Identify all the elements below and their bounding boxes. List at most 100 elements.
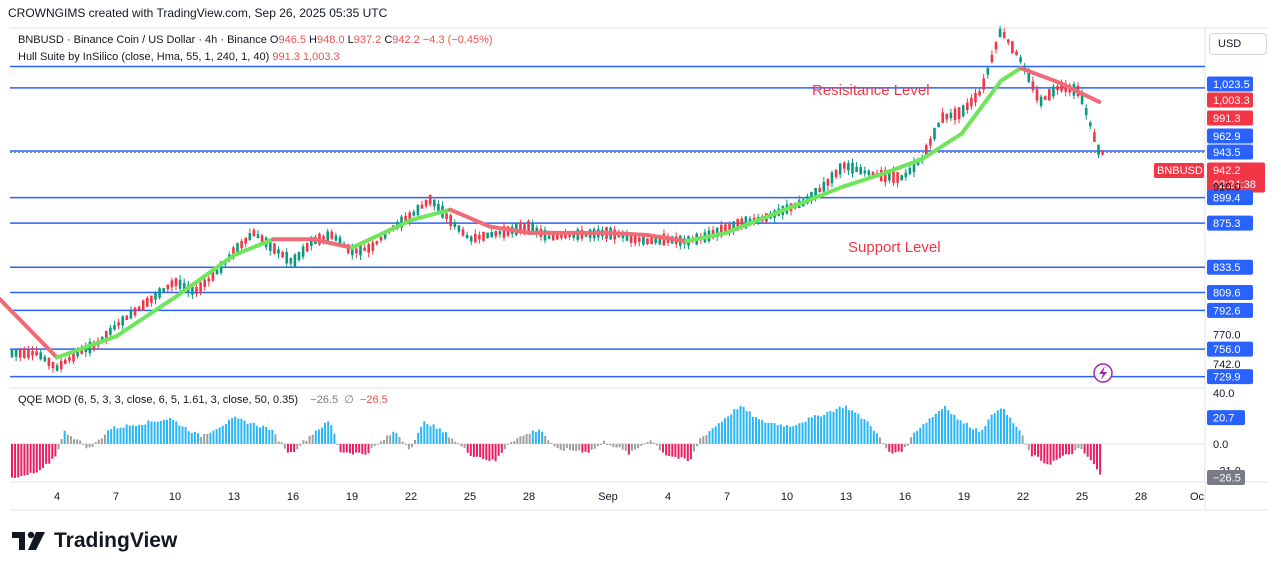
candle-body	[937, 122, 940, 128]
qqe-bar	[624, 443, 627, 451]
price-tag[interactable]: 962.9	[1207, 128, 1253, 144]
qqe-bar	[1055, 443, 1058, 460]
qqe-bar	[823, 414, 826, 444]
hull-segment	[1058, 80, 1102, 104]
qqe-bar	[221, 425, 224, 444]
qqe-bar	[705, 434, 708, 444]
qqe-bar	[603, 440, 606, 444]
qqe-bar	[981, 429, 984, 444]
qqe-bar	[231, 418, 234, 444]
price-tag[interactable]: 792.6	[1207, 302, 1253, 318]
hull-segment	[920, 131, 964, 161]
qqe-bar	[866, 421, 869, 444]
candle-body	[412, 211, 416, 216]
candle-body	[560, 233, 563, 238]
candle-body	[162, 288, 165, 292]
qqe-bar	[1043, 443, 1046, 464]
price-tag-label: 1,023.5	[1213, 79, 1250, 91]
candle-body	[654, 237, 657, 243]
qqe-bar	[469, 443, 472, 456]
price-axis-tick: 910.0	[1213, 181, 1241, 193]
price-tag[interactable]: 833.5	[1207, 259, 1253, 275]
qqe-legend[interactable]: QQE MOD (6, 5, 3, 3, close, 6, 5, 1.61, …	[18, 393, 388, 406]
price-tag[interactable]: 1,003.3	[1207, 92, 1253, 108]
price-tag[interactable]: 875.3	[1207, 215, 1253, 231]
qqe-bar	[255, 426, 258, 444]
candle-body	[629, 233, 633, 243]
qqe-bar	[376, 443, 379, 445]
candle-body	[1027, 72, 1031, 82]
price-tag[interactable]: 756.0	[1207, 341, 1253, 357]
qqe-tag[interactable]: 20.7	[1207, 410, 1245, 426]
candle-body	[437, 203, 440, 211]
candle-body	[633, 234, 637, 244]
candle-body	[744, 216, 748, 228]
price-tag-box	[1207, 341, 1253, 357]
tradingview-logo[interactable]: TradingView	[12, 529, 177, 553]
price-tag[interactable]: 729.9	[1207, 369, 1253, 385]
price-tag[interactable]: 1,023.5	[1207, 76, 1253, 92]
qqe-bar	[720, 421, 723, 444]
price-tag[interactable]: 809.6	[1207, 284, 1253, 300]
candle-body	[527, 220, 530, 233]
candle-body	[23, 348, 26, 358]
candle-body	[908, 167, 912, 175]
candle-body	[100, 336, 104, 342]
qqe-bar	[373, 443, 376, 446]
price-tag-box	[1207, 76, 1253, 92]
qqe-bar	[417, 432, 420, 444]
qqe-bar	[1099, 443, 1102, 475]
qqe-bar	[990, 414, 993, 444]
qqe-bar	[42, 443, 44, 468]
symbol-tag[interactable]: BNBUSD	[1154, 163, 1204, 178]
candle-body	[105, 331, 108, 340]
qqe-bar	[336, 443, 339, 445]
qqe-bar	[38, 443, 41, 471]
qqe-bar	[922, 424, 925, 444]
currency-button[interactable]: USD	[1209, 33, 1267, 55]
price-axis-tick: 742.0	[1213, 359, 1241, 371]
hull-value-1: 991.3	[272, 51, 300, 63]
qqe-bar	[934, 413, 937, 444]
qqe-bar	[379, 441, 382, 444]
candle-body	[80, 348, 83, 354]
qqe-bar	[32, 443, 35, 474]
hull-legend[interactable]: Hull Suite by InSilico (close, Hma, 55, …	[18, 51, 340, 63]
qqe-bar	[627, 443, 630, 455]
time-axis-tick: 22	[1017, 491, 1029, 503]
qqe-bar	[711, 428, 714, 444]
price-tag[interactable]: 942.2 02:24:38	[1207, 162, 1265, 193]
qqe-bar	[841, 408, 844, 444]
candle-body	[851, 162, 854, 174]
hull-segment	[0, 296, 59, 360]
qqe-bar	[795, 425, 798, 444]
candle-body	[543, 229, 547, 241]
qqe-bar	[193, 431, 196, 444]
hull-segment	[1018, 66, 1063, 85]
qqe-bar	[23, 443, 26, 476]
time-axis-tick: Sep	[598, 491, 618, 503]
low-label: L	[347, 34, 354, 46]
candle-body	[236, 243, 239, 255]
price-tag[interactable]: 899.4	[1207, 190, 1253, 206]
qqe-bar	[541, 431, 544, 444]
symbol-legend[interactable]: BNBUSD · Binance Coin / US Dollar · 4h ·…	[18, 34, 493, 46]
candle-body	[998, 28, 1002, 38]
price-tag-box	[1207, 162, 1265, 193]
price-tag[interactable]: 991.3	[1207, 110, 1253, 126]
qqe-bar	[14, 443, 17, 479]
candle-body	[18, 349, 22, 358]
qqe-bar	[265, 426, 268, 444]
price-tag-label: 792.6	[1213, 305, 1241, 317]
price-tag-box	[1207, 302, 1253, 318]
price-tag[interactable]: 943.5	[1207, 144, 1253, 160]
qqe-bar	[565, 443, 568, 448]
candle-body	[137, 306, 141, 311]
candle-body	[1056, 86, 1059, 91]
candle-body	[445, 213, 448, 220]
candle-body	[564, 232, 567, 239]
qqe-bar	[147, 420, 150, 444]
candle-body	[400, 216, 403, 228]
qqe-tag[interactable]: −26.5	[1207, 470, 1245, 486]
